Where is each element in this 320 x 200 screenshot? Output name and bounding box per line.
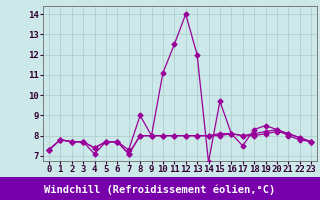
Text: Windchill (Refroidissement éolien,°C): Windchill (Refroidissement éolien,°C) <box>44 184 276 195</box>
